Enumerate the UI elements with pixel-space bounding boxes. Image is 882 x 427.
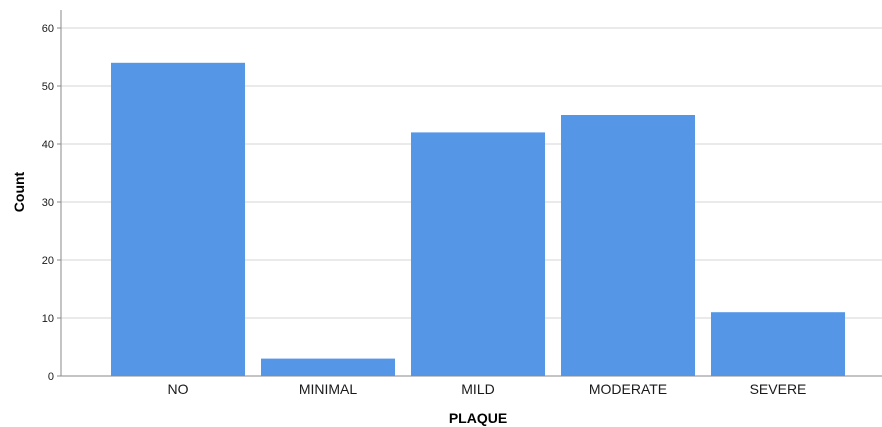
x-tick-label: SEVERE — [750, 381, 807, 397]
axes — [60, 10, 882, 377]
x-tick-label: NO — [168, 381, 189, 397]
y-tick-label: 10 — [42, 313, 54, 325]
bar-no — [111, 62, 245, 377]
bar-minimal — [261, 358, 395, 376]
y-tick-label: 20 — [42, 255, 54, 267]
y-axis-title: Count — [11, 171, 27, 212]
y-tick-label: 50 — [42, 81, 54, 93]
x-tick-label: MODERATE — [589, 381, 667, 397]
bar-severe — [711, 312, 845, 376]
bar-moderate — [561, 115, 695, 376]
y-tick-label: 60 — [42, 23, 54, 35]
bar-mild — [411, 132, 545, 376]
x-axis-title: PLAQUE — [449, 410, 507, 426]
y-tick-label: 0 — [48, 371, 54, 383]
y-tick-label: 40 — [42, 139, 54, 151]
bars — [111, 62, 845, 377]
y-tick-label: 30 — [42, 197, 54, 209]
x-tick-label: MINIMAL — [299, 381, 358, 397]
x-tick-label: MILD — [461, 381, 494, 397]
y-tick-labels: 0 10 20 30 40 50 60 — [42, 23, 61, 383]
x-tick-labels: NO MINIMAL MILD MODERATE SEVERE — [168, 381, 807, 397]
